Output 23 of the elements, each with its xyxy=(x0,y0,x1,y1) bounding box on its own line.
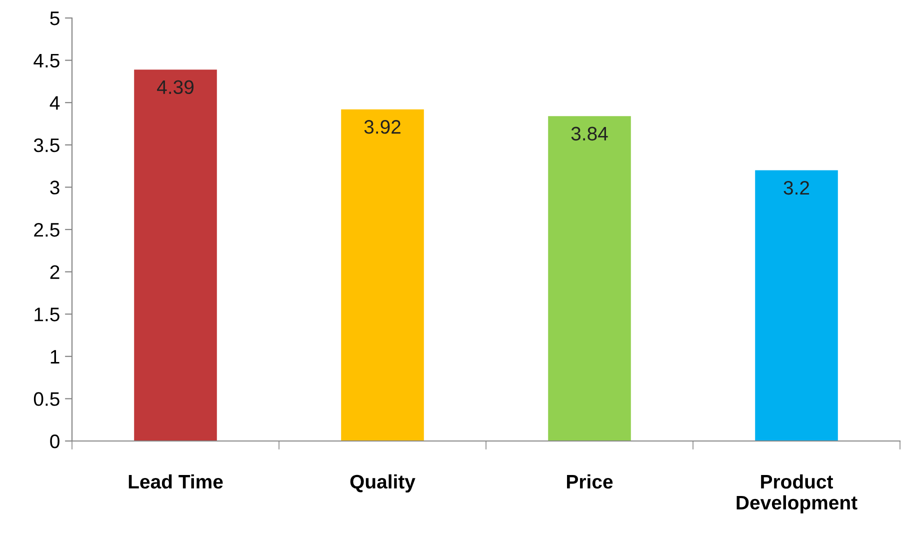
y-tick-label: 1.5 xyxy=(34,308,60,322)
data-label: 3.84 xyxy=(571,126,608,141)
x-tick-label: Price xyxy=(567,474,613,489)
bar xyxy=(134,70,217,441)
y-tick-label: 3.5 xyxy=(34,138,60,152)
y-tick-label: 0 xyxy=(50,434,60,448)
x-tick-label: Quality xyxy=(350,474,416,492)
bar xyxy=(341,109,424,441)
y-tick-label: 3 xyxy=(50,180,60,194)
y-tick-label: 4.5 xyxy=(34,54,60,68)
y-tick-label: 4 xyxy=(50,96,60,110)
x-tick-label: Product Development xyxy=(736,474,858,514)
y-tick-label: 2.5 xyxy=(34,222,60,237)
data-label: 3.2 xyxy=(784,180,810,195)
bar xyxy=(548,116,631,441)
y-tick-label: 1 xyxy=(50,350,60,364)
x-tick-label: Lead Time xyxy=(128,474,223,489)
y-tick-label: 5 xyxy=(50,12,60,26)
y-tick-label: 2 xyxy=(50,265,60,279)
data-label: 4.39 xyxy=(157,80,194,94)
bar xyxy=(755,170,838,441)
data-label: 3.92 xyxy=(364,120,400,134)
y-tick-label: 0.5 xyxy=(34,392,60,406)
